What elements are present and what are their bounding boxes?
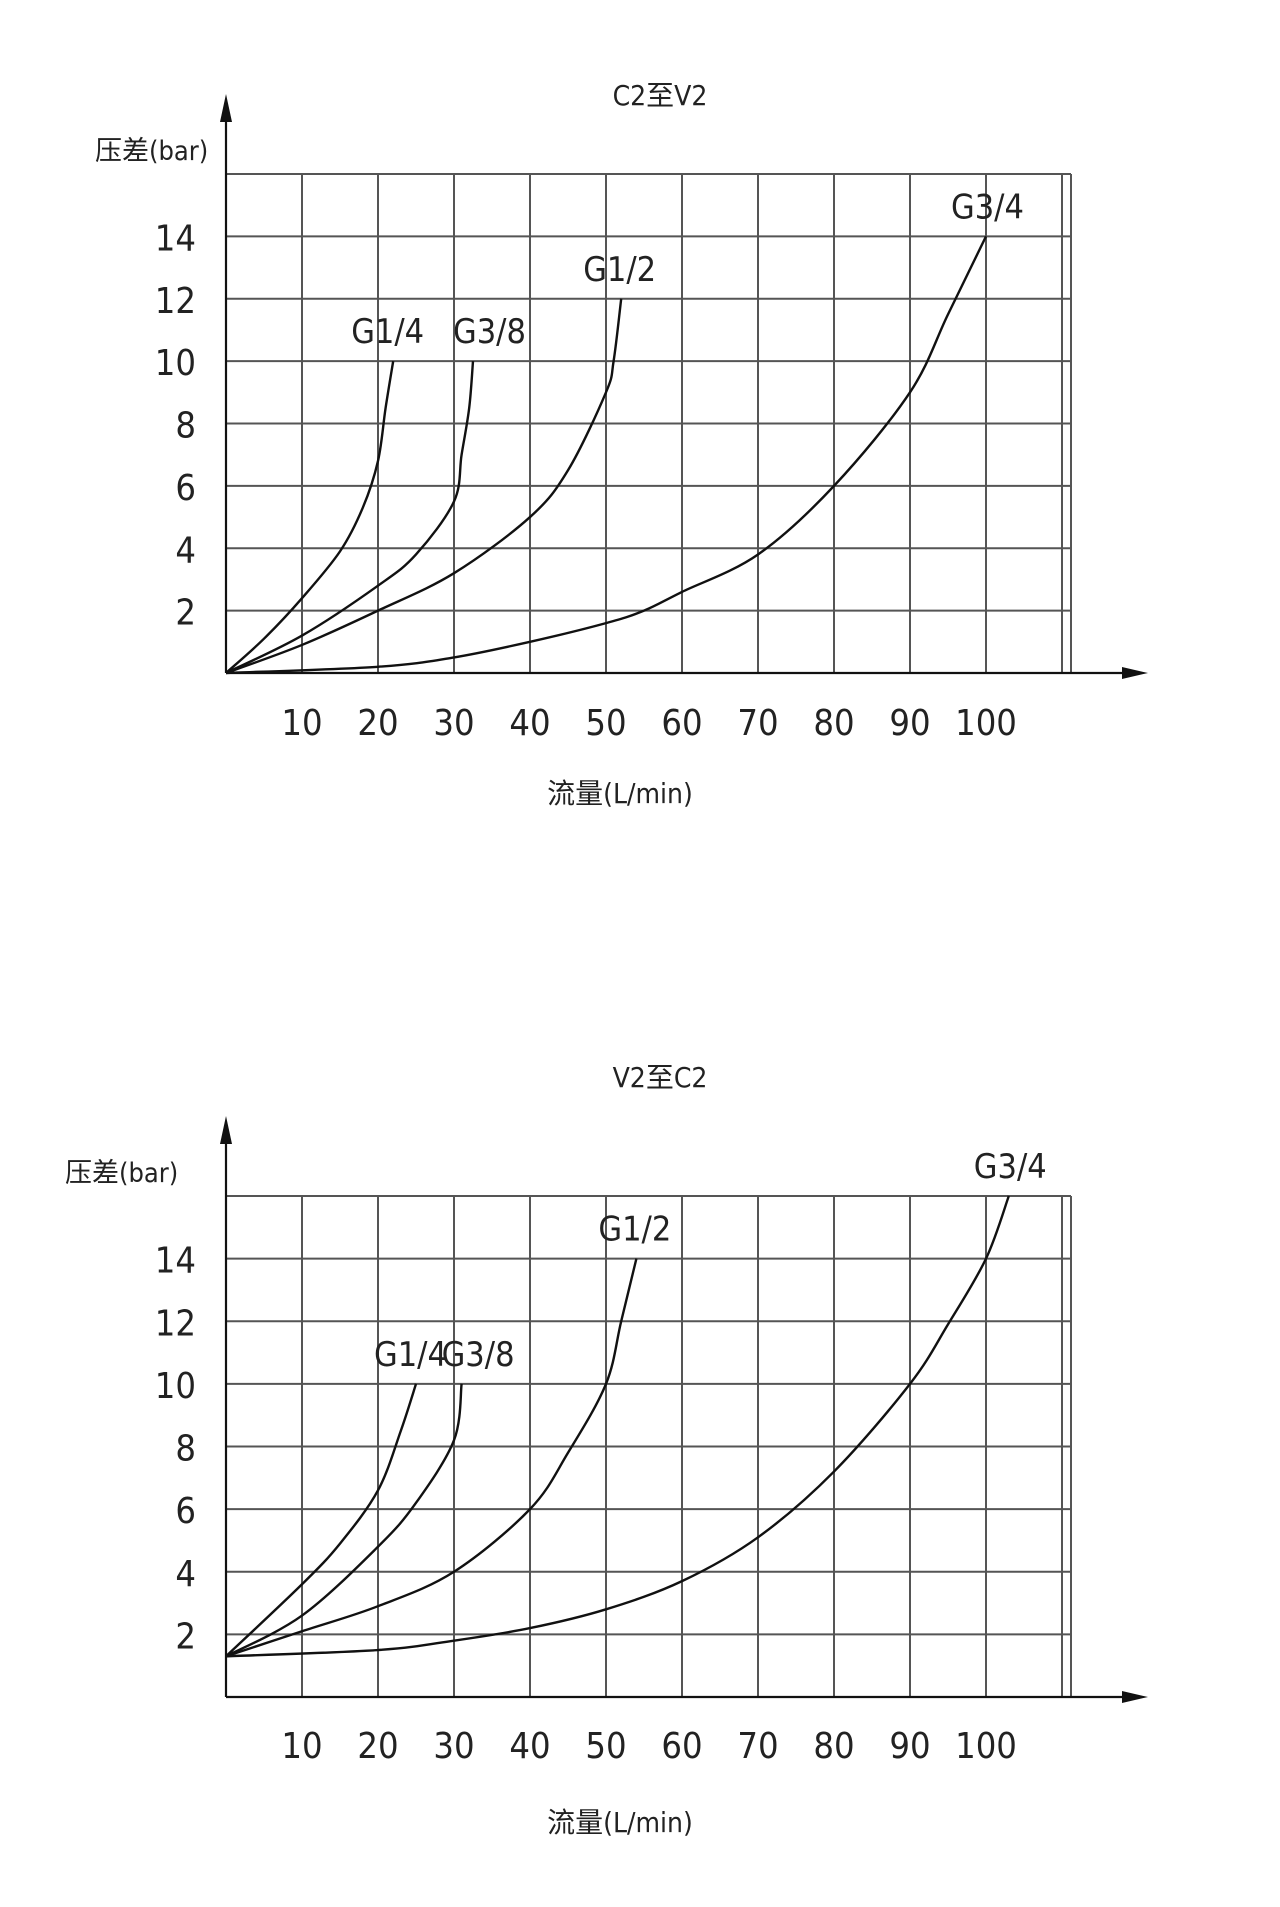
series-label: G1/4 — [374, 1335, 447, 1375]
chart-title: C2至V2 — [613, 79, 708, 112]
series-line-G3-8 — [225, 361, 475, 675]
y-tick-label: 14 — [155, 218, 196, 259]
series-label: G1/4 — [351, 312, 424, 352]
x-axis-arrow — [1122, 667, 1148, 679]
series-line-G1-4 — [225, 360, 395, 674]
x-tick-label: 30 — [433, 703, 474, 744]
y-tick-label: 2 — [175, 593, 196, 634]
chart-1: C2至V2 压差(bar) 2 4 6 8 10 12 14 10 20 30 40 50 60 70 80 90… — [95, 79, 1148, 810]
y-tick-label: 4 — [175, 530, 196, 571]
axes — [220, 1116, 1148, 1703]
x-tick-label: 100 — [955, 1726, 1017, 1767]
x-tick-label: 20 — [357, 703, 398, 744]
y-axis-label: 压差(bar) — [65, 1158, 178, 1189]
x-tick-label: 50 — [585, 1726, 626, 1767]
series-line-G3-8 — [225, 1383, 463, 1658]
y-tick-label: 6 — [175, 468, 196, 509]
x-tick-label: 70 — [737, 703, 778, 744]
x-tick-label: 50 — [585, 703, 626, 744]
x-tick-label: 90 — [889, 1726, 930, 1767]
x-tick-label: 10 — [281, 1726, 322, 1767]
series-line-G1-2 — [225, 1258, 638, 1658]
x-tick-label: 30 — [433, 1726, 474, 1767]
series-label: G3/8 — [453, 312, 526, 352]
series-label: G1/2 — [583, 250, 656, 290]
x-tick-label: 20 — [357, 1726, 398, 1767]
x-tick-label: 70 — [737, 1726, 778, 1767]
x-tick-label: 10 — [281, 703, 322, 744]
y-axis-label: 压差(bar) — [95, 136, 208, 167]
x-tick-label: 80 — [813, 1726, 854, 1767]
y-tick-label: 10 — [155, 343, 196, 384]
y-tick-label: 4 — [175, 1554, 196, 1595]
x-tick-label: 90 — [889, 703, 930, 744]
series-line-G1-4 — [225, 1383, 418, 1658]
x-axis-arrow — [1122, 1691, 1148, 1703]
series-label: G3/4 — [951, 187, 1024, 227]
grid — [226, 173, 1072, 673]
series-line-G3-4 — [225, 1195, 1010, 1658]
y-axis-arrow — [220, 94, 232, 122]
y-tick-label: 8 — [175, 406, 196, 447]
y-tick-label: 14 — [155, 1241, 196, 1282]
y-tick-label: 12 — [155, 1303, 196, 1344]
chart-2: V2至C2 压差(bar) 2 4 6 8 10 12 14 10 20 30 40 50 60 70 80 90… — [65, 1061, 1148, 1839]
x-axis-label: 流量(L/min) — [547, 1806, 693, 1839]
grid — [226, 1195, 1072, 1697]
y-tick-label: 6 — [175, 1491, 196, 1532]
series-line-G3-4 — [225, 235, 988, 675]
x-tick-label: 40 — [509, 1726, 550, 1767]
series-label: G3/4 — [974, 1147, 1047, 1187]
y-tick-label: 10 — [155, 1366, 196, 1407]
x-tick-label: 60 — [661, 1726, 702, 1767]
y-tick-label: 2 — [175, 1616, 196, 1657]
y-axis-arrow — [220, 1116, 232, 1144]
axes — [220, 94, 1148, 679]
series-label: G1/2 — [598, 1210, 671, 1250]
x-axis-label: 流量(L/min) — [547, 777, 693, 810]
x-tick-label: 80 — [813, 703, 854, 744]
chart-title: V2至C2 — [613, 1061, 708, 1094]
x-tick-label: 60 — [661, 703, 702, 744]
x-tick-label: 40 — [509, 703, 550, 744]
series-label: G3/8 — [442, 1335, 515, 1375]
x-tick-label: 100 — [955, 703, 1017, 744]
series-line-G1-2 — [225, 298, 623, 675]
y-tick-label: 12 — [155, 281, 196, 322]
y-tick-label: 8 — [175, 1429, 196, 1470]
